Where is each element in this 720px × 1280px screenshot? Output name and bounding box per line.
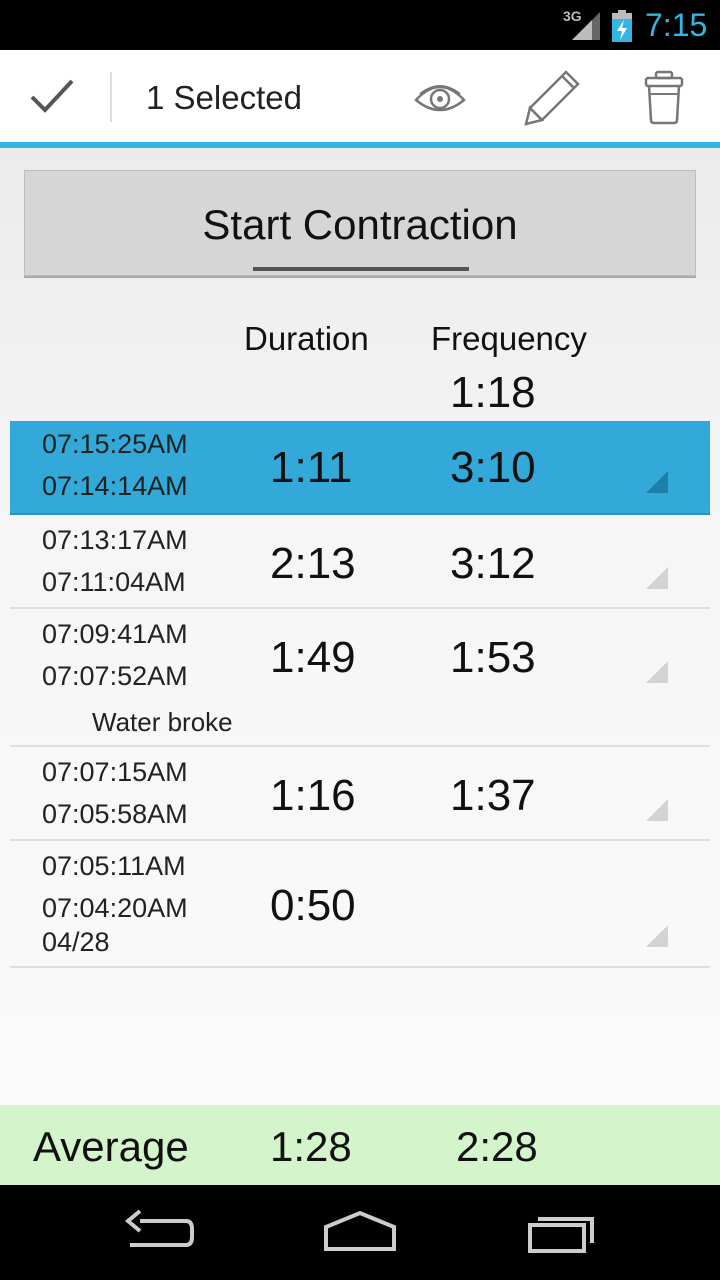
start-time: 07:05:58AM <box>42 799 188 829</box>
frequency-header: Frequency <box>431 320 587 357</box>
duration-value: 1:49 <box>270 633 356 682</box>
start-contraction-button[interactable]: Start Contraction <box>24 170 696 276</box>
contraction-date: 04/28 <box>42 927 110 957</box>
done-check-icon[interactable] <box>26 73 78 119</box>
duration-header: Duration <box>244 320 369 357</box>
clock: 7:15 <box>645 7 708 43</box>
end-time: 07:07:15AM <box>42 757 188 787</box>
average-label: Average <box>33 1123 189 1170</box>
back-icon[interactable] <box>120 1207 200 1257</box>
frequency-value: 3:10 <box>450 443 536 492</box>
action-bar-divider <box>110 72 112 122</box>
edit-pencil-icon[interactable] <box>522 68 582 128</box>
row-corner-indicator <box>646 471 668 493</box>
row-corner-indicator <box>646 925 668 947</box>
start-time: 07:14:14AM <box>42 471 188 501</box>
start-time: 07:04:20AM <box>42 893 188 923</box>
action-bar-accent-line <box>0 142 720 148</box>
contraction-list-screen: Start Contraction Duration Frequency 1:1… <box>0 148 720 1105</box>
contraction-row[interactable]: 07:07:15AM 07:05:58AM 1:16 1:37 <box>10 747 710 841</box>
current-frequency: 1:18 <box>450 368 536 417</box>
average-summary: Average 1:28 2:28 <box>0 1105 720 1185</box>
end-time: 07:13:17AM <box>42 525 188 555</box>
end-time: 07:05:11AM <box>42 851 186 881</box>
start-time: 07:11:04AM <box>42 567 186 597</box>
row-corner-indicator <box>646 567 668 589</box>
frequency-value: 1:37 <box>450 771 536 820</box>
signal-icon <box>572 12 600 40</box>
network-type: 3G <box>563 8 582 24</box>
row-corner-indicator <box>646 799 668 821</box>
contraction-row[interactable]: 07:15:25AM 07:14:14AM 1:11 3:10 <box>10 421 710 515</box>
row-corner-indicator <box>646 661 668 683</box>
view-eye-icon[interactable] <box>410 68 470 128</box>
frequency-value: 1:53 <box>450 633 536 682</box>
contraction-row[interactable]: 07:13:17AM 07:11:04AM 2:13 3:12 <box>10 515 710 609</box>
duration-value: 2:13 <box>270 539 356 588</box>
status-bar: 3G 7:15 <box>0 0 720 50</box>
duration-value: 0:50 <box>270 881 356 930</box>
home-icon[interactable] <box>320 1207 400 1257</box>
start-contraction-label: Start Contraction <box>202 201 518 248</box>
delete-trash-icon[interactable] <box>634 68 694 128</box>
selection-count-title: 1 Selected <box>146 79 302 116</box>
contextual-action-bar: 1 Selected <box>0 50 720 142</box>
average-frequency: 2:28 <box>456 1123 538 1170</box>
end-time: 07:15:25AM <box>42 429 188 459</box>
frequency-value: 3:12 <box>450 539 536 588</box>
button-underline <box>253 267 469 271</box>
battery-charging-icon <box>612 10 632 42</box>
duration-value: 1:11 <box>270 443 353 492</box>
recent-apps-icon[interactable] <box>522 1207 602 1257</box>
contraction-note: Water broke <box>92 707 233 737</box>
duration-value: 1:16 <box>270 771 356 820</box>
contraction-row[interactable]: 07:05:11AM 07:04:20AM 04/28 0:50 <box>10 841 710 968</box>
system-navigation-bar <box>0 1185 720 1280</box>
average-duration: 1:28 <box>270 1123 352 1170</box>
end-time: 07:09:41AM <box>42 619 188 649</box>
contraction-row[interactable]: 07:09:41AM 07:07:52AM 1:49 1:53 Water br… <box>10 609 710 747</box>
start-time: 07:07:52AM <box>42 661 188 691</box>
